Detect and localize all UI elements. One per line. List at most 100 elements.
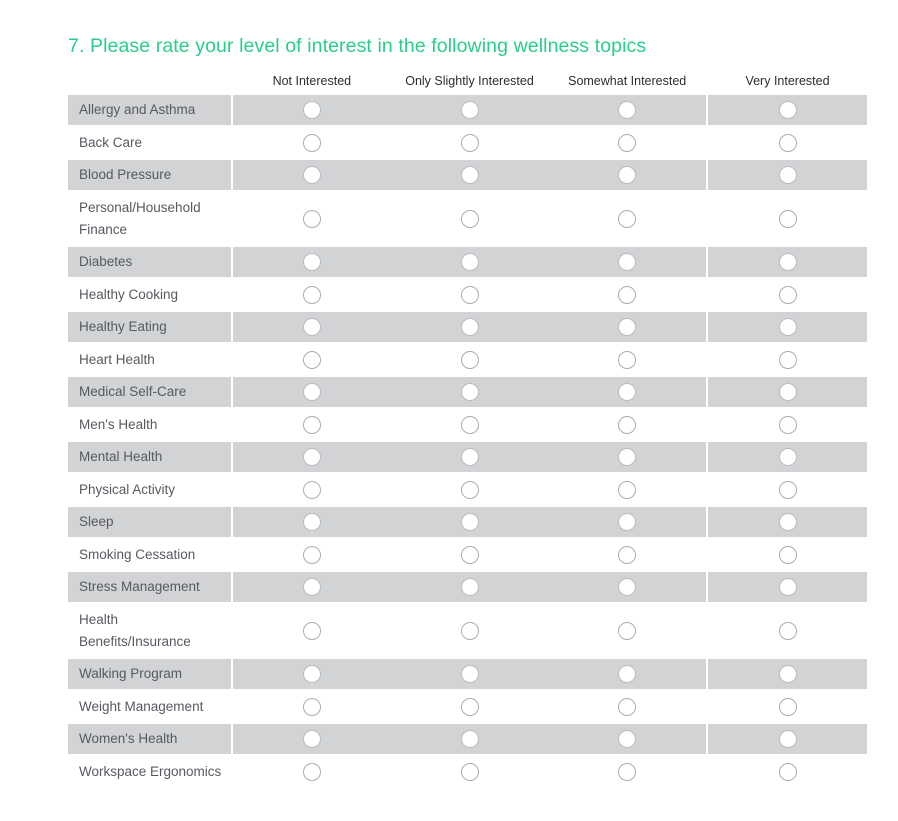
radio-button[interactable] [618,318,637,336]
radio-button[interactable] [778,578,797,596]
radio-button[interactable] [778,545,797,564]
radio-button[interactable] [460,285,479,304]
radio-button[interactable] [618,513,637,531]
radio-button[interactable] [460,166,479,184]
radio-button[interactable] [302,285,321,304]
column-divider [706,756,708,787]
option-column [233,545,391,564]
radio-button[interactable] [460,318,479,336]
radio-button[interactable] [302,480,321,499]
radio-button[interactable] [618,350,637,369]
radio-button[interactable] [778,253,797,271]
radio-button[interactable] [778,350,797,369]
radio-button[interactable] [618,697,637,716]
radio-button[interactable] [618,166,637,184]
radio-button[interactable] [778,762,797,781]
radio-button[interactable] [618,730,637,748]
radio-button[interactable] [460,665,479,683]
radio-button[interactable] [778,285,797,304]
radio-button[interactable] [618,762,637,781]
radio-button[interactable] [302,448,321,466]
radio-button[interactable] [618,415,637,434]
radio-button[interactable] [618,253,637,271]
radio-button[interactable] [618,621,637,640]
radio-button[interactable] [778,166,797,184]
radio-button[interactable] [618,665,637,683]
radio-button[interactable] [460,350,479,369]
radio-button[interactable] [778,480,797,499]
radio-button[interactable] [302,621,321,640]
radio-button[interactable] [618,480,637,499]
radio-button[interactable] [618,448,637,466]
radio-button[interactable] [302,318,321,336]
radio-button[interactable] [302,578,321,596]
row-label: Back Care [79,134,143,150]
option-column [548,480,706,499]
radio-button[interactable] [302,545,321,564]
radio-button[interactable] [460,578,479,596]
option-column [708,377,867,407]
radio-button[interactable] [778,665,797,683]
radio-button[interactable] [618,209,637,228]
radio-button[interactable] [618,285,637,304]
radio-button[interactable] [460,545,479,564]
radio-button[interactable] [460,762,479,781]
options-band [233,692,706,722]
option-column [233,350,391,369]
radio-button[interactable] [778,318,797,336]
options-band [233,312,706,342]
radio-button[interactable] [302,350,321,369]
radio-button[interactable] [618,133,637,152]
radio-button[interactable] [302,513,321,531]
radio-button[interactable] [778,101,797,119]
radio-button[interactable] [778,448,797,466]
options-band [233,605,706,657]
radio-button[interactable] [460,253,479,271]
radio-button[interactable] [302,209,321,228]
radio-button[interactable] [460,383,479,401]
radio-button[interactable] [460,730,479,748]
radio-button[interactable] [618,578,637,596]
radio-button[interactable] [460,697,479,716]
radio-button[interactable] [460,448,479,466]
radio-button[interactable] [302,166,321,184]
radio-button[interactable] [302,730,321,748]
radio-button[interactable] [302,101,321,119]
radio-button[interactable] [778,730,797,748]
radio-button[interactable] [302,762,321,781]
radio-button[interactable] [778,383,797,401]
radio-button[interactable] [778,133,797,152]
radio-button[interactable] [460,621,479,640]
radio-button[interactable] [460,101,479,119]
radio-button[interactable] [302,383,321,401]
radio-button[interactable] [778,697,797,716]
radio-button[interactable] [302,253,321,271]
option-column [391,665,549,683]
radio-button[interactable] [460,209,479,228]
option-column [548,730,706,748]
radio-button[interactable] [302,415,321,434]
radio-button[interactable] [460,480,479,499]
option-column [233,285,391,304]
header-column: Somewhat Interested [548,72,706,90]
radio-button[interactable] [460,133,479,152]
row-label: Heart Health [79,351,155,367]
radio-button[interactable] [460,513,479,531]
radio-button[interactable] [302,665,321,683]
radio-button[interactable] [460,415,479,434]
table-row: Mental Health [68,442,867,472]
row-label: Workspace Ergonomics [79,763,222,779]
radio-button[interactable] [618,383,637,401]
radio-button[interactable] [618,545,637,564]
radio-button[interactable] [778,415,797,434]
column-divider [706,442,708,472]
table-row: Diabetes [68,247,867,277]
header-columns: Not Interested Only Slightly Interested So… [233,72,706,90]
radio-button[interactable] [778,513,797,531]
option-column [548,513,706,531]
radio-button[interactable] [302,697,321,716]
radio-button[interactable] [778,209,797,228]
radio-button[interactable] [302,133,321,152]
radio-button[interactable] [618,101,637,119]
radio-button[interactable] [778,621,797,640]
